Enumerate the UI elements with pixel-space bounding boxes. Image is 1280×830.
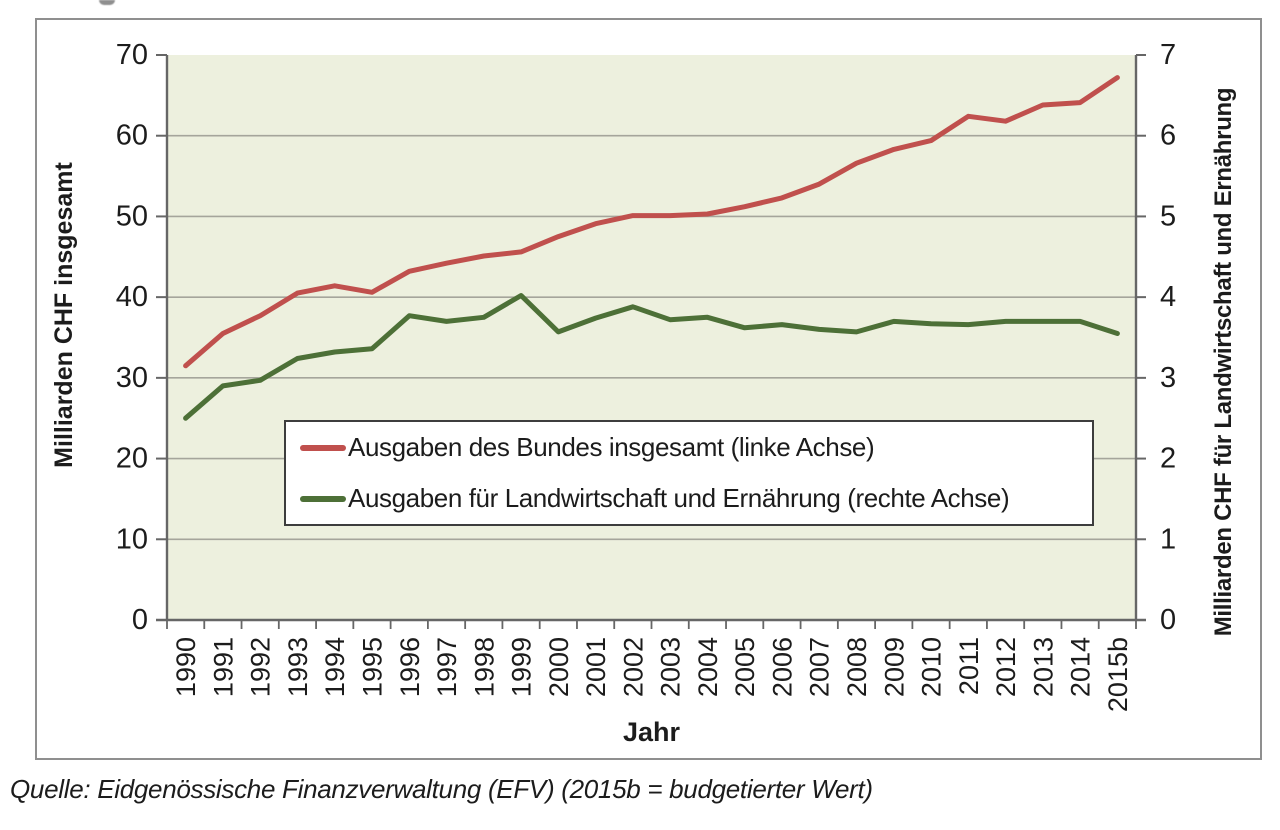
x-axis-title: Jahr	[622, 717, 681, 747]
x-axis-year-label: 2011	[954, 637, 984, 695]
x-axis-year-label: 2005	[730, 637, 760, 697]
right-axis-tick-label: 3	[1160, 362, 1176, 394]
left-axis-tick-label: 10	[116, 523, 148, 555]
x-axis-year-label: 1992	[246, 637, 276, 697]
x-axis-year-label: 1991	[208, 637, 238, 697]
series-line-red	[183, 75, 1120, 369]
right-axis-tick-label: 1	[1160, 523, 1176, 555]
plot-area	[167, 55, 1136, 620]
x-axis-year-label: 1999	[507, 637, 537, 697]
x-axis-year-label: 2007	[805, 637, 835, 697]
right-axis-tick-label: 0	[1160, 604, 1176, 636]
legend-line-swatch-red	[300, 444, 346, 451]
source-note: Quelle: Eidgenössische Finanzverwaltung …	[10, 774, 873, 804]
legend-line-swatch-green	[300, 495, 346, 502]
x-axis-year-label: 2001	[581, 637, 611, 697]
legend-label-landwirtschaft: Ausgaben für Landwirtschaft und Ernährun…	[348, 483, 1010, 513]
right-axis-tick-label: 5	[1160, 200, 1176, 232]
x-axis-year-label: 1996	[395, 637, 425, 697]
x-axis-year-label: 1990	[171, 637, 201, 697]
x-axis-year-label: 2000	[544, 637, 574, 697]
x-axis-year-label: 2006	[767, 637, 797, 697]
left-axis-tick-label: 70	[116, 39, 148, 71]
x-axis-year-label: 1994	[320, 637, 350, 697]
chart-frame-border	[35, 18, 1262, 760]
left-axis-tick-label: 30	[116, 362, 148, 394]
x-axis-year-label: 2003	[656, 637, 686, 697]
right-axis-tick-label: 2	[1160, 443, 1176, 475]
x-axis-year-label: 2015b	[1103, 637, 1133, 712]
legend-item-landwirtschaft: Ausgaben für Landwirtschaft und Ernährun…	[286, 473, 1092, 524]
left-axis-tick-label: 0	[132, 604, 148, 636]
left-axis-tick-label: 20	[116, 443, 148, 475]
left-axis-title: Milliarden CHF insgesamt	[50, 162, 78, 468]
legend-label-bund-total: Ausgaben des Bundes insgesamt (linke Ach…	[348, 432, 875, 462]
x-axis-year-label: 1998	[469, 637, 499, 697]
x-axis-year-label: 2010	[917, 637, 947, 697]
cropped-text-remnant	[99, 0, 115, 5]
series-line-green	[183, 293, 1120, 421]
x-axis-year-label: 2002	[618, 637, 648, 697]
right-axis-title: Milliarden CHF für Landwirtschaft und Er…	[1210, 87, 1237, 637]
chart-legend: Ausgaben des Bundes insgesamt (linke Ach…	[284, 420, 1094, 526]
x-axis-year-label: 2004	[693, 637, 723, 697]
x-axis-year-label: 2012	[991, 637, 1021, 697]
x-axis-year-label: 2009	[879, 637, 909, 697]
legend-item-bund-total: Ausgaben des Bundes insgesamt (linke Ach…	[286, 422, 1092, 473]
right-axis-tick-label: 6	[1160, 120, 1176, 152]
left-axis-tick-label: 60	[116, 120, 148, 152]
left-axis-tick-label: 40	[116, 281, 148, 313]
x-axis-year-label: 1995	[357, 637, 387, 697]
left-axis-tick-label: 50	[116, 200, 148, 232]
right-axis-tick-label: 7	[1160, 39, 1176, 71]
x-axis-year-label: 2008	[842, 637, 872, 697]
right-axis-tick-label: 4	[1160, 281, 1176, 313]
x-axis-year-label: 2014	[1066, 637, 1096, 697]
x-axis-year-label: 1993	[283, 637, 313, 697]
x-axis-year-label: 1997	[432, 637, 462, 697]
x-axis-year-label: 2013	[1028, 637, 1058, 697]
